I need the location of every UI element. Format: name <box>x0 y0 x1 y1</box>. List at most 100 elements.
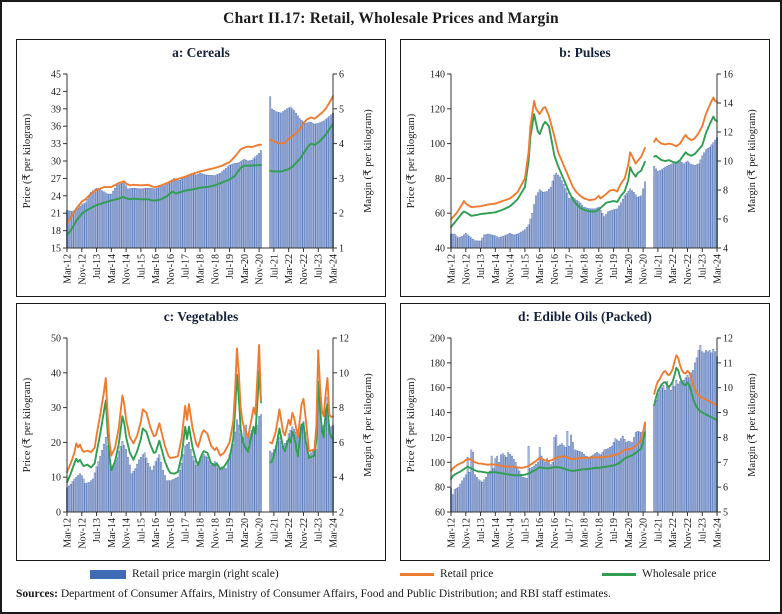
margin-bar <box>620 438 622 513</box>
y-right-tick-label: 5 <box>723 508 728 519</box>
margin-bar <box>540 190 543 249</box>
margin-bar <box>93 189 96 249</box>
margin-bar <box>213 175 216 249</box>
margin-bar <box>673 386 676 513</box>
margin-bar <box>75 476 78 513</box>
margin-bar <box>104 436 107 513</box>
y-left-tick-label: 21 <box>51 209 61 220</box>
margin-bar <box>236 162 238 249</box>
margin-bar <box>657 393 659 513</box>
y-left-tick-label: 15 <box>51 244 61 255</box>
margin-bar <box>212 463 214 513</box>
y-left-tick-label: 24 <box>51 191 61 202</box>
margin-bar <box>560 443 563 513</box>
margin-bar <box>200 173 203 249</box>
margin-bar <box>451 494 454 513</box>
margin-bar <box>703 152 705 249</box>
margin-bar <box>592 454 595 513</box>
margin-bar <box>191 456 194 513</box>
x-tick-label: Jul-21 <box>269 254 280 279</box>
y-left-tick-label: 40 <box>51 368 61 379</box>
margin-bar <box>252 431 255 513</box>
margin-bar <box>669 389 672 513</box>
margin-bar <box>712 142 715 249</box>
margin-bar-swatch <box>90 569 126 579</box>
margin-bar <box>180 178 183 249</box>
x-tick-label: Jul-17 <box>181 254 192 279</box>
margin-bar <box>132 470 135 513</box>
x-tick-label: Mar-18 <box>196 254 207 284</box>
margin-bar <box>326 117 329 249</box>
y-left-tick-label: 42 <box>51 87 61 98</box>
margin-bar <box>202 174 205 249</box>
x-tick-label: Nov-12 <box>77 518 88 549</box>
margin-bar <box>597 206 600 249</box>
x-tick-label: Mar-12 <box>63 518 74 548</box>
margin-bar <box>629 441 632 513</box>
margin-bar <box>145 457 148 513</box>
margin-bar <box>125 449 127 513</box>
margin-bar <box>178 179 181 249</box>
margin-bar <box>156 457 159 513</box>
margin-bar <box>322 120 325 249</box>
margin-bar <box>309 452 312 513</box>
margin-bar <box>79 473 81 513</box>
margin-bar <box>485 234 487 249</box>
margin-bar <box>708 350 711 513</box>
y-left-tick-label: 20 <box>51 438 61 449</box>
margin-bar <box>499 454 502 513</box>
margin-bar <box>559 444 561 513</box>
margin-bar <box>171 179 174 249</box>
margin-bar <box>282 111 285 249</box>
margin-bar <box>224 468 227 513</box>
y-left-tick-label: 30 <box>51 157 61 168</box>
margin-bar <box>475 240 478 249</box>
margin-bar <box>293 110 296 249</box>
margin-bar <box>586 456 589 513</box>
retail-line-swatch <box>400 572 434 576</box>
margin-bar <box>470 237 473 249</box>
margin-bar <box>575 450 578 513</box>
margin-bar <box>660 169 663 249</box>
margin-bar <box>304 123 307 249</box>
margin-bar <box>671 382 674 513</box>
y-left-tick-label: 39 <box>51 104 61 115</box>
margin-bar <box>612 209 615 249</box>
margin-bar <box>136 463 139 513</box>
margin-bar <box>514 462 517 513</box>
margin-bar <box>682 163 685 249</box>
margin-bar <box>601 452 604 513</box>
margin-bar <box>247 160 249 249</box>
chart-pulses: 40 60 80 100 120 140 4 6 8 10 12 14 16 Mar-12 Nov-12 Ju… <box>405 70 758 285</box>
y-left-tick-label: 160 <box>430 383 445 394</box>
margin-bar <box>156 187 159 249</box>
x-tick-label: Nov-18 <box>210 518 221 549</box>
margin-bar <box>455 235 458 249</box>
margin-bar <box>165 183 168 249</box>
margin-bar <box>568 445 571 513</box>
x-tick-label: Jul-13 <box>92 254 103 279</box>
x-tick-label: Jul-13 <box>476 518 487 543</box>
panel-title-cereals: a: Cereals <box>172 45 230 60</box>
y-left-tick-label: 10 <box>51 473 61 484</box>
legend-item-wholesale-price: Wholesale price <box>602 563 716 585</box>
margin-bar <box>701 155 704 249</box>
y-right-tick-label: 14 <box>723 99 733 110</box>
margin-bar <box>285 440 288 513</box>
wholesale-price-line <box>653 115 718 164</box>
margin-bar <box>594 208 596 249</box>
x-tick-label: Mar-12 <box>447 254 458 284</box>
x-tick-label: Mar-12 <box>63 254 74 284</box>
margin-bar <box>457 237 460 249</box>
panel-title-edible-oils: d: Edible Oils (Packed) <box>518 309 652 324</box>
x-tick-label: Nov-22 <box>299 254 310 285</box>
margin-bar <box>524 229 526 249</box>
margin-bar <box>328 116 331 249</box>
x-tick-label: Nov-20 <box>255 254 266 285</box>
margin-bar <box>162 185 164 249</box>
wholesale-price-line <box>450 431 646 481</box>
margin-bar <box>533 465 535 513</box>
margin-bar <box>553 174 556 249</box>
margin-bar <box>184 176 187 249</box>
y-left-tick-label: 120 <box>430 104 445 115</box>
